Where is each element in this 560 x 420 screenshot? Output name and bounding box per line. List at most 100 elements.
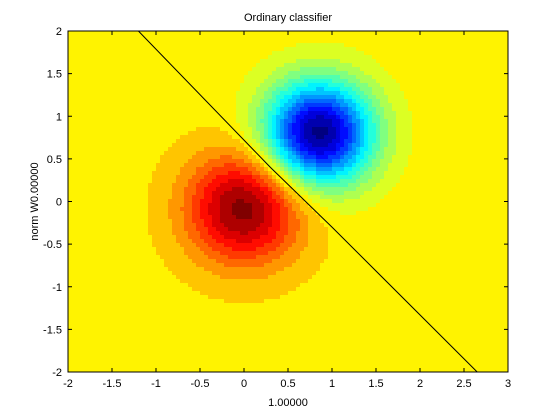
heatmap-cell — [136, 123, 141, 128]
heatmap-cell — [112, 207, 117, 212]
heatmap-cell — [344, 195, 349, 200]
heatmap-cell — [268, 99, 273, 104]
heatmap-cell — [436, 199, 441, 204]
heatmap-cell — [180, 107, 185, 112]
heatmap-cell — [252, 103, 257, 108]
heatmap-cell — [328, 123, 333, 128]
heatmap-cell — [492, 147, 497, 152]
heatmap-cell — [444, 191, 449, 196]
heatmap-cell — [284, 123, 289, 128]
heatmap-cell — [164, 191, 169, 196]
heatmap-cell — [108, 119, 113, 124]
heatmap-cell — [108, 87, 113, 92]
heatmap-cell — [428, 31, 433, 36]
heatmap-cell — [320, 147, 325, 152]
heatmap-cell — [284, 75, 289, 80]
heatmap-cell — [216, 51, 221, 56]
heatmap-cell — [316, 159, 321, 164]
heatmap-cell — [420, 119, 425, 124]
heatmap-cell — [72, 63, 77, 68]
heatmap-cell — [324, 39, 329, 44]
heatmap-cell — [88, 55, 93, 60]
heatmap-cell — [344, 159, 349, 164]
heatmap-cell — [244, 91, 249, 96]
heatmap-cell — [396, 135, 401, 140]
heatmap-cell — [400, 195, 405, 200]
heatmap-cell — [316, 59, 321, 64]
heatmap-cell — [380, 123, 385, 128]
heatmap-cell — [436, 131, 441, 136]
heatmap-cell — [232, 115, 237, 120]
heatmap-cell — [168, 175, 173, 180]
heatmap-cell — [468, 63, 473, 68]
heatmap-cell — [152, 183, 157, 188]
heatmap-cell — [100, 183, 105, 188]
heatmap-cell — [356, 115, 361, 120]
heatmap-cell — [84, 163, 89, 168]
heatmap-cell — [288, 83, 293, 88]
heatmap-cell — [468, 175, 473, 180]
heatmap-cell — [324, 99, 329, 104]
heatmap-cell — [500, 147, 505, 152]
heatmap-cell — [404, 131, 409, 136]
heatmap-cell — [112, 55, 117, 60]
heatmap-cell — [180, 191, 185, 196]
heatmap-cell — [240, 151, 245, 156]
heatmap-cell — [156, 207, 161, 212]
heatmap-cell — [76, 207, 81, 212]
heatmap-cell — [88, 99, 93, 104]
heatmap-cell — [236, 143, 241, 148]
heatmap-cell — [336, 187, 341, 192]
heatmap-cell — [424, 35, 429, 40]
heatmap-cell — [140, 63, 145, 68]
heatmap-cell — [108, 47, 113, 52]
heatmap-cell — [92, 163, 97, 168]
heatmap-cell — [116, 211, 121, 216]
heatmap-cell — [76, 31, 81, 36]
heatmap-cell — [412, 135, 417, 140]
heatmap-cell — [160, 139, 165, 144]
heatmap-cell — [276, 163, 281, 168]
heatmap-cell — [232, 167, 237, 172]
heatmap-cell — [460, 51, 465, 56]
heatmap-cell — [264, 71, 269, 76]
heatmap-cell — [372, 55, 377, 60]
heatmap-cell — [204, 155, 209, 160]
heatmap-cell — [248, 39, 253, 44]
heatmap-cell — [288, 47, 293, 52]
heatmap-cell — [412, 87, 417, 92]
heatmap-cell — [256, 175, 261, 180]
heatmap-cell — [232, 123, 237, 128]
heatmap-cell — [132, 95, 137, 100]
heatmap-cell — [332, 131, 337, 136]
heatmap-cell — [144, 171, 149, 176]
heatmap-cell — [180, 171, 185, 176]
heatmap-cell — [492, 163, 497, 168]
heatmap-cell — [480, 95, 485, 100]
heatmap-cell — [276, 159, 281, 164]
heatmap-cell — [128, 187, 133, 192]
heatmap-cell — [188, 51, 193, 56]
heatmap-cell — [408, 167, 413, 172]
heatmap-cell — [400, 159, 405, 164]
heatmap-cell — [108, 159, 113, 164]
heatmap-cell — [80, 183, 85, 188]
heatmap-cell — [372, 39, 377, 44]
heatmap-cell — [288, 31, 293, 36]
heatmap-cell — [320, 51, 325, 56]
heatmap-cell — [404, 135, 409, 140]
heatmap-cell — [264, 175, 269, 180]
heatmap-cell — [160, 39, 165, 44]
heatmap-cell — [432, 107, 437, 112]
heatmap-cell — [416, 131, 421, 136]
heatmap-cell — [280, 159, 285, 164]
heatmap-cell — [132, 199, 137, 204]
heatmap-cell — [352, 183, 357, 188]
heatmap-cell — [464, 131, 469, 136]
heatmap-cell — [424, 143, 429, 148]
heatmap-cell — [152, 171, 157, 176]
heatmap-cell — [100, 199, 105, 204]
heatmap-cell — [252, 183, 257, 188]
heatmap-cell — [388, 47, 393, 52]
heatmap-cell — [448, 103, 453, 108]
